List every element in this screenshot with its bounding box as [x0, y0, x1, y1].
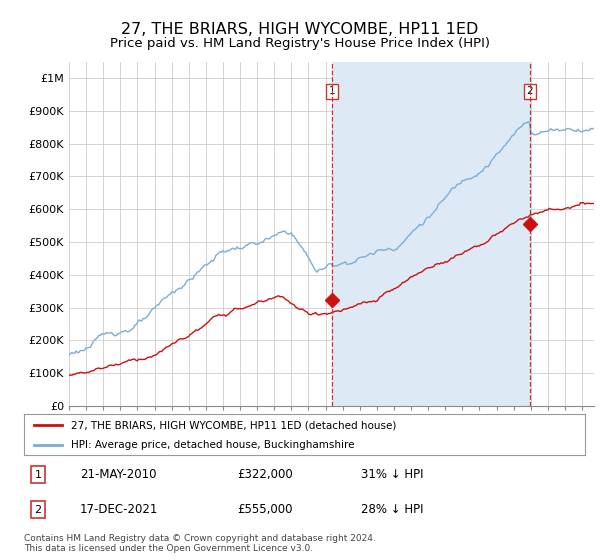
Text: Contains HM Land Registry data © Crown copyright and database right 2024.
This d: Contains HM Land Registry data © Crown c… — [24, 534, 376, 553]
Text: 31% ↓ HPI: 31% ↓ HPI — [361, 468, 423, 481]
Text: £322,000: £322,000 — [237, 468, 293, 481]
Text: 17-DEC-2021: 17-DEC-2021 — [80, 503, 158, 516]
Text: 28% ↓ HPI: 28% ↓ HPI — [361, 503, 423, 516]
Text: 1: 1 — [329, 86, 335, 96]
Text: 21-MAY-2010: 21-MAY-2010 — [80, 468, 157, 481]
Text: 1: 1 — [35, 470, 41, 479]
Text: 27, THE BRIARS, HIGH WYCOMBE, HP11 1ED: 27, THE BRIARS, HIGH WYCOMBE, HP11 1ED — [121, 22, 479, 38]
Bar — [332, 62, 530, 406]
Text: 2: 2 — [34, 505, 41, 515]
Text: £555,000: £555,000 — [237, 503, 293, 516]
Text: 27, THE BRIARS, HIGH WYCOMBE, HP11 1ED (detached house): 27, THE BRIARS, HIGH WYCOMBE, HP11 1ED (… — [71, 421, 396, 430]
Text: Price paid vs. HM Land Registry's House Price Index (HPI): Price paid vs. HM Land Registry's House … — [110, 37, 490, 50]
Text: 2: 2 — [527, 86, 533, 96]
Text: HPI: Average price, detached house, Buckinghamshire: HPI: Average price, detached house, Buck… — [71, 440, 354, 450]
